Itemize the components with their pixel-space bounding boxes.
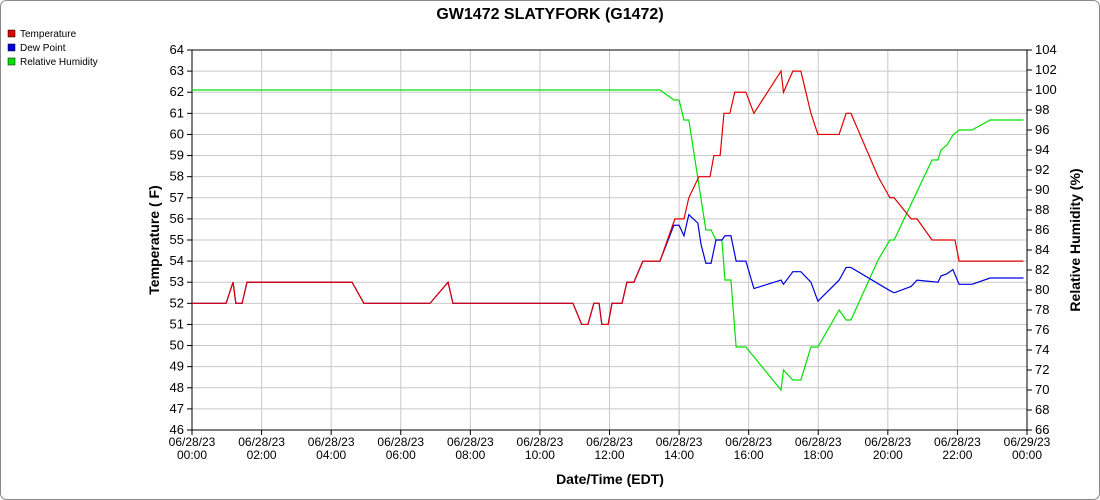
x-tick-label: 06/28/23 20:00 (864, 435, 911, 462)
x-tick-label: 06/28/23 22:00 (934, 435, 981, 462)
x-tick-label: 06/28/23 16:00 (725, 435, 772, 462)
y-tick-label: 62 (170, 84, 184, 99)
y2-tick-label: 88 (1035, 202, 1049, 217)
chart-title: GW1472 SLATYFORK (G1472) (436, 6, 663, 23)
x-axis-label: Date/Time (EDT) (556, 471, 664, 487)
y-tick-label: 60 (170, 126, 184, 141)
y2-tick-label: 82 (1035, 262, 1049, 277)
y2-tick-label: 94 (1035, 142, 1049, 157)
plot-area (191, 49, 1028, 431)
y2-tick-label: 74 (1035, 342, 1049, 357)
y-tick-label: 50 (170, 338, 184, 353)
y-tick-label: 49 (170, 359, 184, 374)
y2-tick-label: 70 (1035, 382, 1049, 397)
y-tick-label: 46 (170, 422, 184, 437)
legend-label: Dew Point (20, 43, 66, 54)
y2-tick-label: 104 (1035, 42, 1057, 57)
legend-swatch (7, 29, 16, 38)
y2-tick-label: 76 (1035, 322, 1049, 337)
y2-tick-label: 98 (1035, 102, 1049, 117)
line-series (192, 69, 1024, 326)
x-tick-label: 06/29/23 00:00 (1004, 435, 1051, 462)
y2-tick-label: 102 (1035, 62, 1057, 77)
legend-label: Temperature (20, 29, 77, 40)
x-tick-label: 06/28/23 02:00 (238, 435, 285, 462)
y2-tick-label: 78 (1035, 302, 1049, 317)
x-tick-label: 06/28/23 14:00 (656, 435, 703, 462)
y2-tick-label: 84 (1035, 242, 1049, 257)
y-tick-label: 54 (170, 253, 184, 268)
y-tick-label: 58 (170, 169, 184, 184)
y2-tick-label: 72 (1035, 362, 1049, 377)
x-tick-label: 06/28/23 10:00 (517, 435, 564, 462)
y2-tick-label: 92 (1035, 162, 1049, 177)
y-tick-label: 51 (170, 316, 184, 331)
y2-tick-label: 80 (1035, 282, 1049, 297)
x-tick-label: 06/28/23 18:00 (795, 435, 842, 462)
legend-swatch (7, 43, 16, 52)
x-tick-label: 06/28/23 08:00 (447, 435, 494, 462)
y2-tick-label: 100 (1035, 82, 1057, 97)
y-tick-label: 63 (170, 63, 184, 78)
line-series (192, 89, 1024, 392)
y-tick-label: 55 (170, 232, 184, 247)
y2-tick-label: 66 (1035, 422, 1049, 437)
legend-label: Relative Humidity (20, 57, 98, 68)
x-tick-label: 06/28/23 06:00 (377, 435, 424, 462)
y-tick-label: 52 (170, 295, 184, 310)
x-tick-label: 06/28/23 04:00 (308, 435, 355, 462)
x-tick-label: 06/28/23 00:00 (169, 435, 216, 462)
legend-swatch (7, 57, 16, 66)
x-tick-label: 06/28/23 12:00 (586, 435, 633, 462)
y-tick-label: 59 (170, 148, 184, 163)
y2-tick-label: 90 (1035, 182, 1049, 197)
y2-tick-label: 96 (1035, 122, 1049, 137)
y2-tick-label: 86 (1035, 222, 1049, 237)
y-tick-label: 56 (170, 211, 184, 226)
y-tick-label: 64 (170, 42, 184, 57)
y2-axis-label: Relative Humidity (%) (1067, 168, 1083, 311)
y-axis-label: Temperature ( F) (146, 185, 162, 294)
y-tick-label: 48 (170, 380, 184, 395)
y-tick-label: 47 (170, 401, 184, 416)
y-tick-label: 57 (170, 190, 184, 205)
y-tick-label: 61 (170, 105, 184, 120)
y2-tick-label: 68 (1035, 402, 1049, 417)
y-tick-label: 53 (170, 274, 184, 289)
